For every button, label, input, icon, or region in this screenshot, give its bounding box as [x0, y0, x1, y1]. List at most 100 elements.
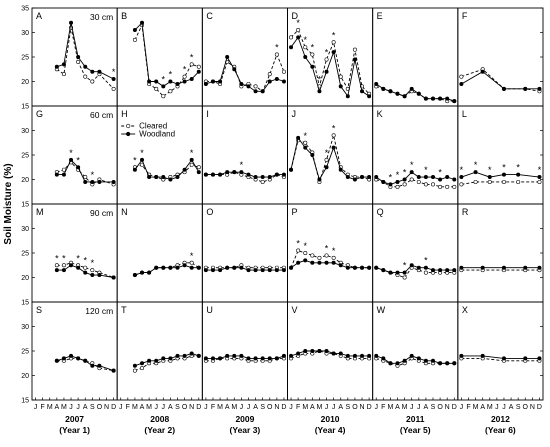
data-point-cleared: [168, 89, 173, 94]
data-point-woodland: [225, 170, 230, 175]
y-tick-label: 25: [21, 55, 29, 62]
panel-frame-L: [457, 105, 544, 205]
data-point-woodland: [76, 356, 81, 361]
y-tick-label: 30: [21, 128, 29, 135]
significance-star: *: [332, 246, 336, 256]
y-tick-label: 20: [21, 373, 29, 380]
series-line-woodland: [205, 171, 284, 178]
panel-letter-N: N: [121, 207, 128, 217]
month-label: J: [204, 404, 208, 411]
series-line-woodland: [461, 71, 540, 90]
data-point-woodland: [345, 175, 350, 180]
data-point-cleared: [438, 184, 443, 189]
series-line-cleared: [134, 164, 199, 180]
series-line-woodland: [134, 352, 199, 367]
series-line-woodland: [290, 136, 370, 181]
data-point-woodland: [218, 172, 223, 177]
data-point-woodland: [218, 356, 223, 361]
data-point-woodland: [239, 81, 244, 86]
data-point-woodland: [338, 351, 343, 356]
data-point-woodland: [140, 157, 145, 162]
data-point-woodland: [111, 368, 116, 373]
legend-marker-cleared: [126, 123, 131, 129]
data-point-woodland: [246, 268, 251, 273]
data-point-woodland: [132, 28, 137, 33]
panel-frame-V: [287, 301, 374, 401]
panel-letter-L: L: [462, 109, 467, 119]
data-point-woodland: [253, 175, 258, 180]
month-label: O: [97, 404, 103, 411]
data-point-woodland: [154, 175, 159, 180]
data-point-woodland: [232, 353, 237, 358]
month-label: J: [34, 404, 38, 411]
data-point-woodland: [452, 177, 457, 182]
series-line-cleared: [205, 53, 285, 92]
data-point-cleared: [111, 86, 116, 91]
data-point-woodland: [395, 179, 400, 184]
data-point-cleared: [409, 177, 414, 182]
data-point-woodland: [402, 94, 407, 99]
data-point-woodland: [360, 265, 365, 270]
data-point-woodland: [61, 172, 66, 177]
data-point-woodland: [76, 265, 81, 270]
data-point-woodland: [161, 356, 166, 361]
data-point-woodland: [423, 96, 428, 101]
data-point-woodland: [537, 175, 542, 180]
panel-letter-X: X: [462, 305, 468, 315]
data-point-cleared: [303, 45, 308, 50]
data-point-woodland: [175, 81, 180, 86]
month-label: J: [417, 404, 421, 411]
data-point-woodland: [289, 353, 294, 358]
data-point-woodland: [381, 356, 386, 361]
data-point-woodland: [203, 356, 208, 361]
data-point-woodland: [260, 175, 265, 180]
data-point-woodland: [140, 270, 145, 275]
data-point-woodland: [338, 84, 343, 89]
significance-star: *: [332, 30, 336, 40]
data-point-cleared: [331, 40, 336, 45]
data-point-woodland: [487, 175, 492, 180]
panel-letter-Q: Q: [377, 207, 384, 217]
data-point-cleared: [423, 270, 428, 275]
data-point-woodland: [246, 172, 251, 177]
data-point-cleared: [324, 57, 329, 62]
data-point-woodland: [423, 358, 428, 363]
data-point-woodland: [189, 265, 194, 270]
data-point-woodland: [360, 175, 365, 180]
significance-star: *: [91, 170, 95, 180]
data-point-woodland: [445, 361, 450, 366]
significance-star: *: [55, 253, 59, 263]
data-point-cleared: [196, 165, 201, 170]
data-point-woodland: [210, 172, 215, 177]
y-tick-label: 15: [21, 202, 29, 209]
data-point-woodland: [111, 179, 116, 184]
data-point-woodland: [416, 175, 421, 180]
significance-star: *: [190, 52, 194, 62]
significance-star: *: [112, 67, 116, 77]
data-point-woodland: [281, 79, 286, 84]
series-line-cleared: [134, 262, 200, 276]
data-point-woodland: [182, 353, 187, 358]
panel-frame-X: [457, 301, 544, 401]
month-label: S: [345, 404, 350, 411]
data-point-woodland: [374, 265, 379, 270]
data-point-woodland: [523, 86, 528, 91]
data-point-woodland: [54, 268, 59, 273]
data-point-woodland: [132, 167, 137, 172]
data-point-woodland: [310, 348, 315, 353]
year-label: 2008: [150, 414, 169, 424]
data-point-woodland: [445, 175, 450, 180]
data-point-woodland: [296, 35, 301, 40]
panel-frame-T: [116, 301, 203, 401]
data-point-woodland: [140, 361, 145, 366]
data-point-woodland: [161, 175, 166, 180]
data-point-woodland: [296, 260, 301, 265]
month-label: A: [168, 404, 173, 411]
month-label: N: [445, 404, 450, 411]
significance-star: *: [190, 148, 194, 158]
data-point-woodland: [381, 268, 386, 273]
data-point-woodland: [218, 268, 223, 273]
data-point-cleared: [303, 140, 308, 145]
data-point-woodland: [402, 358, 407, 363]
data-point-woodland: [260, 356, 265, 361]
